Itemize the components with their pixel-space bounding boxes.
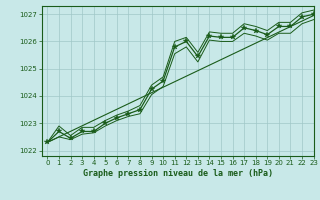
X-axis label: Graphe pression niveau de la mer (hPa): Graphe pression niveau de la mer (hPa) (83, 169, 273, 178)
